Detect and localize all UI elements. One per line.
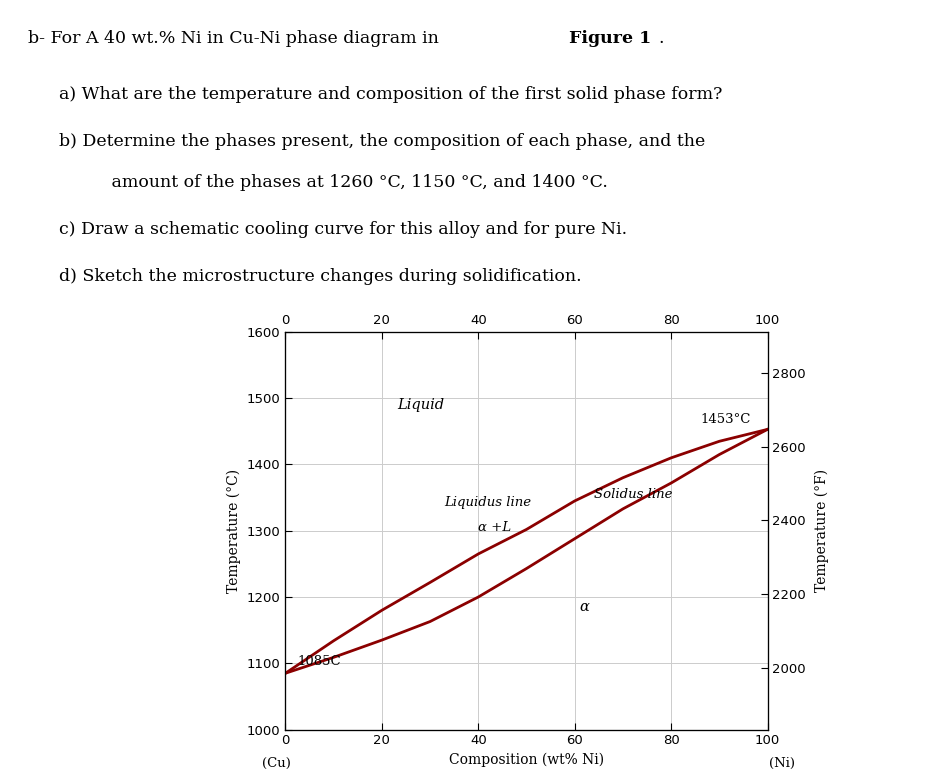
- Text: c) Draw a schematic cooling curve for this alloy and for pure Ni.: c) Draw a schematic cooling curve for th…: [59, 221, 627, 238]
- Text: Figure 1: Figure 1: [569, 30, 651, 47]
- Text: α +L: α +L: [478, 521, 511, 534]
- Text: 1085C: 1085C: [298, 655, 341, 668]
- Text: b- For A 40 wt.% Ni in Cu-Ni phase diagram in: b- For A 40 wt.% Ni in Cu-Ni phase diagr…: [28, 30, 444, 47]
- Text: 1453°C: 1453°C: [700, 413, 751, 426]
- Text: .: .: [659, 30, 664, 47]
- Text: Liquidus line: Liquidus line: [445, 496, 532, 510]
- Y-axis label: Temperature (°C): Temperature (°C): [227, 469, 241, 593]
- Text: (Ni): (Ni): [768, 757, 795, 770]
- Text: Solidus line: Solidus line: [594, 488, 672, 501]
- Text: α: α: [579, 600, 590, 614]
- Text: (Cu): (Cu): [262, 757, 290, 770]
- Text: a) What are the temperature and composition of the first solid phase form?: a) What are the temperature and composit…: [59, 86, 723, 103]
- Text: b) Determine the phases present, the composition of each phase, and the: b) Determine the phases present, the com…: [59, 133, 706, 150]
- Text: d) Sketch the microstructure changes during solidification.: d) Sketch the microstructure changes dur…: [59, 268, 582, 285]
- Y-axis label: Temperature (°F): Temperature (°F): [814, 469, 829, 592]
- Text: Liquid: Liquid: [397, 398, 444, 411]
- Text: amount of the phases at 1260 °C, 1150 °C, and 1400 °C.: amount of the phases at 1260 °C, 1150 °C…: [95, 174, 608, 191]
- X-axis label: Composition (wt% Ni): Composition (wt% Ni): [449, 753, 604, 767]
